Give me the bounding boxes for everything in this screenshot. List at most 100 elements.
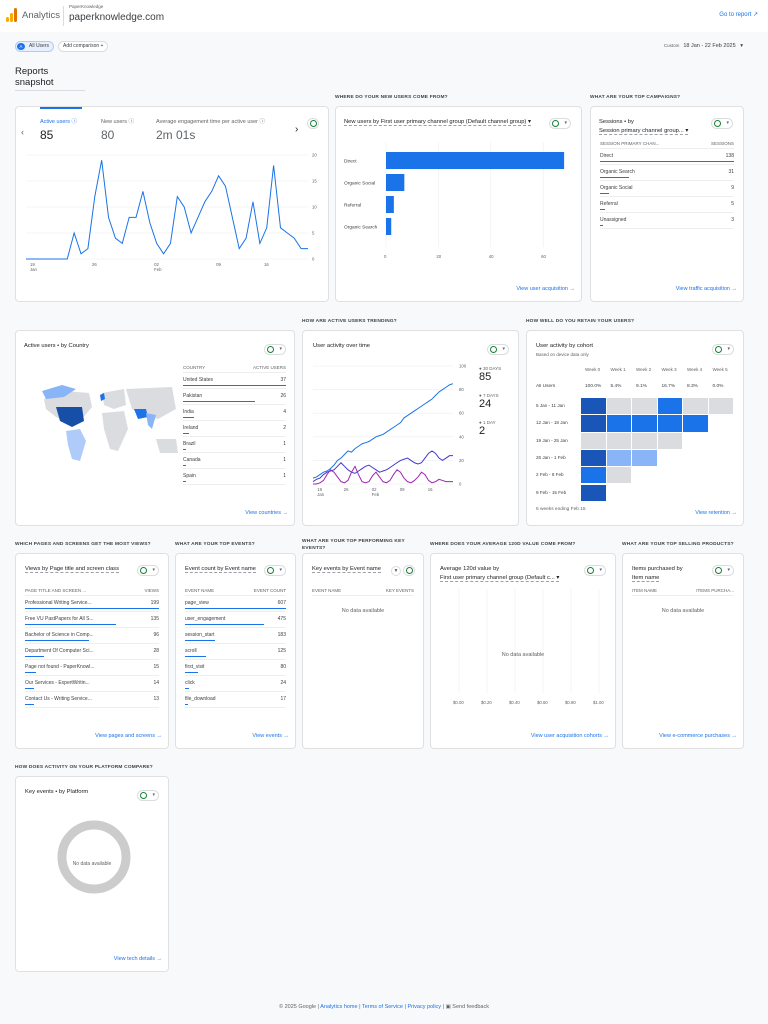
cohort-cell [632,449,657,467]
chevron-down-icon: ▾ [152,792,155,798]
chevron-down-icon: ▾ [564,120,567,126]
divider [600,164,734,165]
account-name[interactable]: PaperKnowledge [69,4,104,9]
row-bar [185,624,264,626]
filter-icon[interactable]: ▼ [391,566,401,576]
card-title[interactable]: Views by Page title and screen class [25,566,119,573]
insight-check-button[interactable] [307,118,319,129]
insight-check-button[interactable] [403,565,415,576]
table-row-value: 26 [280,393,286,399]
column-header[interactable]: ITEMS PURCHA... [696,588,734,593]
table-row-label: first_visit [185,664,205,670]
week-header: Week 3 [661,367,677,372]
view-user-acquisition-link[interactable]: View user acquisition → [516,286,575,292]
insight-check-button[interactable]: ▾ [137,565,159,576]
week-header: Week 5 [712,367,728,372]
row-bar [183,417,195,419]
insight-check-button[interactable]: ▾ [712,344,734,355]
date-range-picker[interactable]: Custom 18 Jan - 22 Feb 2025 ▾ [663,43,743,49]
column-header[interactable]: KEY EVENTS [385,588,414,593]
row-bar [185,608,286,610]
view-ecommerce-link[interactable]: View e-commerce purchases → [659,733,737,739]
metric-active-users[interactable]: Active users ⓘ 85 [40,119,78,142]
insight-check-button[interactable]: ▾ [711,118,733,129]
top-bar: Analytics PaperKnowledge paperknowledge.… [0,0,768,32]
table-row-value: 37 [280,377,286,383]
insight-check-button[interactable]: ▾ [487,344,509,355]
cohort-cell [606,449,631,467]
table-row-label: Bachelor of Science in Comp... [25,632,94,638]
x-tick-label: Feb [372,492,380,497]
send-feedback-link[interactable]: Send feedback [452,1004,489,1010]
check-circle-icon [715,567,722,574]
card-title[interactable]: Event count by Event name [185,566,256,573]
cohort-cell [606,398,631,415]
row-bar [25,672,36,674]
divider [185,707,286,708]
insight-check-button[interactable]: ▾ [584,565,606,576]
series-line-30-days [312,383,454,479]
divider [183,436,286,437]
table-row-value: 3 [731,217,734,223]
insight-check-button[interactable]: ▾ [264,565,286,576]
y-tick-label: 20 [459,458,464,463]
view-tech-details-link[interactable]: View tech details → [113,956,162,962]
key-events-card: Key events by Event name ▼ EVENT NAME KE… [302,553,424,749]
insight-check-button[interactable]: ▾ [137,790,159,801]
property-name[interactable]: paperknowledge.com [69,12,165,23]
week-header: Week 4 [687,367,703,372]
card-title-dimension[interactable]: Item name [632,575,660,582]
metric-engagement-time[interactable]: Average engagement time per active user … [156,119,266,142]
bar-organic-social [386,174,405,191]
divider [183,388,286,389]
insight-check-button[interactable]: ▾ [549,118,571,129]
card-title-dimension[interactable]: Session primary channel group... ▾ [599,128,689,135]
add-comparison-button[interactable]: Add comparison + [58,41,109,52]
app-name: Analytics [22,10,61,21]
page-title: Reports snapshot [15,66,85,91]
cohort-cell [632,398,657,415]
x-tick-label: 09 [400,487,405,492]
privacy-link[interactable]: Privacy policy [407,1004,442,1010]
insight-check-button[interactable]: ▾ [712,565,734,576]
card-title[interactable]: New users by First user primary channel … [344,119,531,126]
table-row-value: 475 [277,616,286,622]
insight-check-button[interactable]: ▾ [264,344,286,355]
terms-link[interactable]: Terms of Service [361,1004,403,1010]
card-title: User activity by cohort [536,343,594,349]
card-title[interactable]: Key events by Event name [312,566,381,573]
row-bar [25,704,35,706]
metric-new-users[interactable]: New users ⓘ 80 [101,119,135,142]
divider [600,148,734,149]
cohort-label: 5 Jan - 11 Jan [536,403,565,408]
column-header[interactable]: ITEM NAME [632,588,658,593]
view-traffic-acquisition-link[interactable]: View traffic acquisition → [675,286,737,292]
view-events-link[interactable]: View events → [252,733,289,739]
table-row-label: India [183,409,194,415]
go-to-report-link[interactable]: Go to report ↗ [719,12,758,18]
x-tick-label: 19 [30,262,35,267]
country-card: Active users • by Country ▾ View countri… [15,330,295,526]
analytics-home-link[interactable]: Analytics home [320,1004,358,1010]
card-title-dimension[interactable]: First user primary channel group (Defaul… [440,575,560,582]
divider [600,212,734,213]
next-arrow-icon[interactable]: › [295,124,299,135]
all-users-chip[interactable]: A All Users [15,41,55,52]
trending-card: User activity over time ▾ 100 80 60 40 20 0 19… [302,330,519,526]
y-tick-label: 20 [312,153,317,158]
view-retention-link[interactable]: View retention → [695,510,737,516]
no-data-message: No data available [501,652,545,658]
view-countries-link[interactable]: View countries → [245,510,288,516]
cohort-cell [683,398,708,415]
week-header: Week 2 [636,367,652,372]
divider [25,595,159,596]
view-pages-link[interactable]: View pages and screens → [95,733,162,739]
avatar: A [17,43,25,50]
table-row-label: Referral [600,201,618,207]
chevron-down-icon: ▾ [502,346,505,352]
external-link-icon: ↗ [752,12,758,18]
prev-arrow-icon[interactable]: ‹ [21,127,24,137]
table-row-label: Free VU PastPapers for All S... [25,616,94,622]
view-user-acquisition-cohorts-link[interactable]: View user acquisition cohorts → [530,733,609,739]
column-header[interactable]: EVENT NAME [312,588,342,593]
